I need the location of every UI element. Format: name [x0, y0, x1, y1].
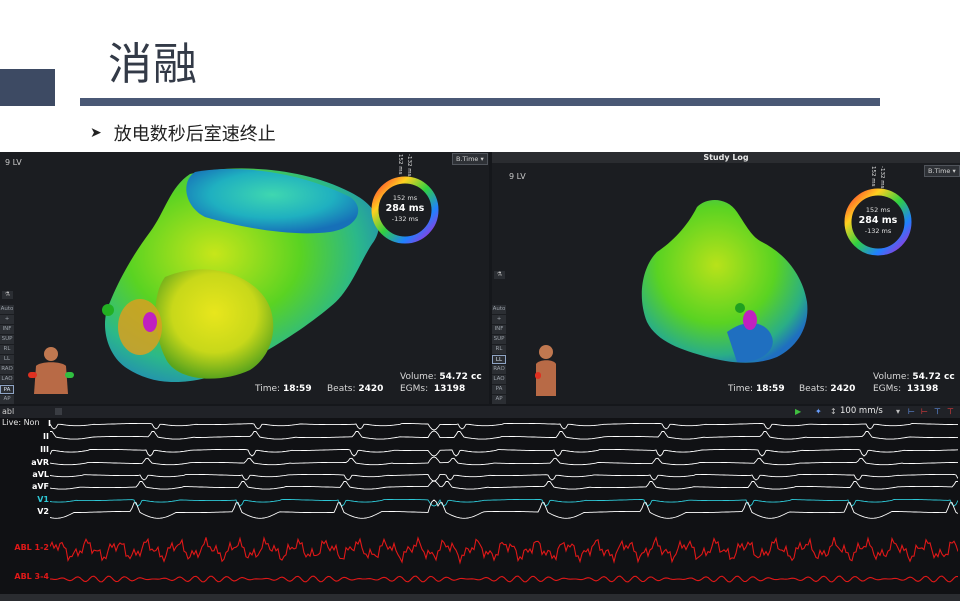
beats-stat: Beats: 2420 [327, 384, 384, 394]
map-type-selector[interactable]: B.Time [924, 165, 960, 177]
orient-rao[interactable]: RAO [492, 365, 506, 374]
left-timing-ring [371, 176, 439, 244]
egm-traces[interactable] [50, 418, 958, 594]
ring-side-min: -132 ms [406, 154, 412, 177]
channel-label-avf[interactable]: aVF [31, 482, 49, 491]
study-log-title[interactable]: Study Log [492, 152, 960, 163]
ring-cycle-length: 284 ms [858, 215, 898, 226]
trace-v1 [50, 498, 958, 507]
map-name-label: 9 LV [5, 158, 22, 167]
ring-max: 152 ms [865, 206, 891, 214]
slide-accent-tab [0, 69, 55, 106]
trace-iii [50, 448, 958, 457]
volume-stat: Volume: 54.72 cc [400, 372, 482, 382]
left-map-pane[interactable]: 9 LV B.Time [0, 152, 489, 404]
channel-label-avl[interactable]: aVL [32, 470, 49, 479]
map-name-label: 9 LV [509, 172, 526, 181]
right-orientation-buttons: Auto + INF SUP RL LL RAO LAO PA AP [492, 305, 506, 404]
orient-auto[interactable]: Auto [492, 305, 506, 314]
channel-label-i[interactable]: I [48, 419, 51, 428]
marker-b-icon[interactable]: ⊢ [921, 407, 928, 416]
orient-auto[interactable]: Auto [0, 305, 14, 314]
bullet-item: ➤ 放电数秒后室速终止 [90, 120, 276, 146]
orientation-icon[interactable]: ⚗ [494, 271, 505, 279]
live-status: Live: Non [2, 418, 40, 427]
egm-toolbar: abl ▶ ✦ ↕ 100 mm/s ▾ ⊢ ⊢ ⊤ ⊤ [0, 406, 960, 418]
ring-side-max: 152 ms [397, 154, 403, 175]
volume-stat: Volume: 54.72 cc [873, 372, 955, 382]
ring-min: -132 ms [864, 227, 892, 235]
marker-d-icon[interactable]: ⊤ [947, 407, 954, 416]
channel-label-avr[interactable]: aVR [31, 458, 49, 467]
left-orientation-buttons: Auto + INF SUP RL LL RAO LAO PA AP [0, 305, 14, 404]
orient-rl[interactable]: RL [492, 345, 506, 354]
trace-abl-3-4 [50, 575, 958, 583]
time-stat: Time: 18:59 [728, 384, 785, 394]
sweep-speed-select[interactable]: 100 mm/s [840, 406, 883, 416]
beats-stat: Beats: 2420 [799, 384, 856, 394]
pointer-icon[interactable]: ✦ [815, 407, 822, 416]
channel-label-abl12[interactable]: ABL 1-2 [14, 543, 49, 552]
channel-label-abl34[interactable]: ABL 3-4 [14, 572, 49, 581]
right-3d-anatomy[interactable] [492, 152, 960, 404]
orient-pa[interactable]: PA [0, 385, 14, 394]
orient-ll[interactable]: LL [492, 355, 506, 364]
channel-label-iii[interactable]: III [40, 445, 49, 454]
mapping-system-screenshot: 9 LV B.Time [0, 152, 960, 601]
marker-a-icon[interactable]: ⊢ [908, 407, 915, 416]
orient-rl[interactable]: RL [0, 345, 14, 354]
orient-sup[interactable]: SUP [492, 335, 506, 344]
orientation-icon[interactable]: ⚗ [2, 291, 13, 299]
source-label: abl [2, 407, 15, 416]
orient-plus[interactable]: + [492, 315, 506, 324]
egm-trace-panel[interactable]: abl ▶ ✦ ↕ 100 mm/s ▾ ⊢ ⊢ ⊤ ⊤ Live: Non I… [0, 406, 960, 601]
orient-plus[interactable]: + [0, 315, 14, 324]
trace-v2 [50, 499, 958, 519]
title-rule [80, 98, 880, 106]
trace-avl [50, 473, 958, 482]
channel-label-ii[interactable]: II [43, 432, 49, 441]
trace-avf [50, 480, 958, 490]
right-body-figure-icon [535, 345, 556, 396]
trace-abl-1-2 [50, 535, 958, 565]
orient-sup[interactable]: SUP [0, 335, 14, 344]
egms-stat: EGMs: 13198 [400, 384, 466, 394]
marker-c-icon[interactable]: ⊤ [934, 407, 941, 416]
right-map-pane[interactable]: Study Log 9 LV B.Time 152 ms 284 ms -132… [492, 152, 960, 404]
trace-avr [50, 456, 958, 466]
orient-ap[interactable]: AP [492, 395, 506, 404]
right-timing-ring [844, 188, 912, 256]
left-body-figure-icon [28, 347, 74, 394]
egms-stat: EGMs: 13198 [873, 384, 939, 394]
caliper-icon[interactable]: ↕ [830, 407, 837, 416]
ring-max: 152 ms [392, 194, 418, 202]
orient-lao[interactable]: LAO [0, 375, 14, 384]
ring-side-min: -132 ms [879, 166, 885, 189]
channel-label-v2[interactable]: V2 [37, 507, 49, 516]
map-type-selector[interactable]: B.Time [452, 153, 488, 165]
bullet-arrow-icon: ➤ [90, 125, 102, 141]
ring-min: -132 ms [391, 215, 419, 223]
bullet-text: 放电数秒后室速终止 [113, 124, 276, 145]
orient-inf[interactable]: INF [492, 325, 506, 334]
orient-ap[interactable]: AP [0, 395, 14, 404]
channel-label-v1[interactable]: V1 [37, 495, 49, 504]
orient-inf[interactable]: INF [0, 325, 14, 334]
orient-rao[interactable]: RAO [0, 365, 14, 374]
ring-side-max: 152 ms [870, 166, 876, 187]
record-icon[interactable]: ▶ [795, 407, 802, 416]
time-scrollbar[interactable] [0, 594, 960, 601]
orient-ll[interactable]: LL [0, 355, 14, 364]
speed-dropdown-icon[interactable]: ▾ [896, 407, 901, 416]
orient-pa[interactable]: PA [492, 385, 506, 394]
left-3d-anatomy[interactable] [0, 152, 489, 404]
time-stat: Time: 18:59 [255, 384, 312, 394]
trace-i [50, 422, 958, 431]
orient-lao[interactable]: LAO [492, 375, 506, 384]
slide-title: 消融 [108, 39, 198, 90]
trace-ii [50, 430, 958, 440]
ring-cycle-length: 284 ms [385, 203, 425, 214]
channel-labels: Live: Non I II III aVR aVL aVF V1 V2 ABL… [0, 418, 51, 601]
source-dropdown-icon[interactable] [55, 408, 62, 415]
